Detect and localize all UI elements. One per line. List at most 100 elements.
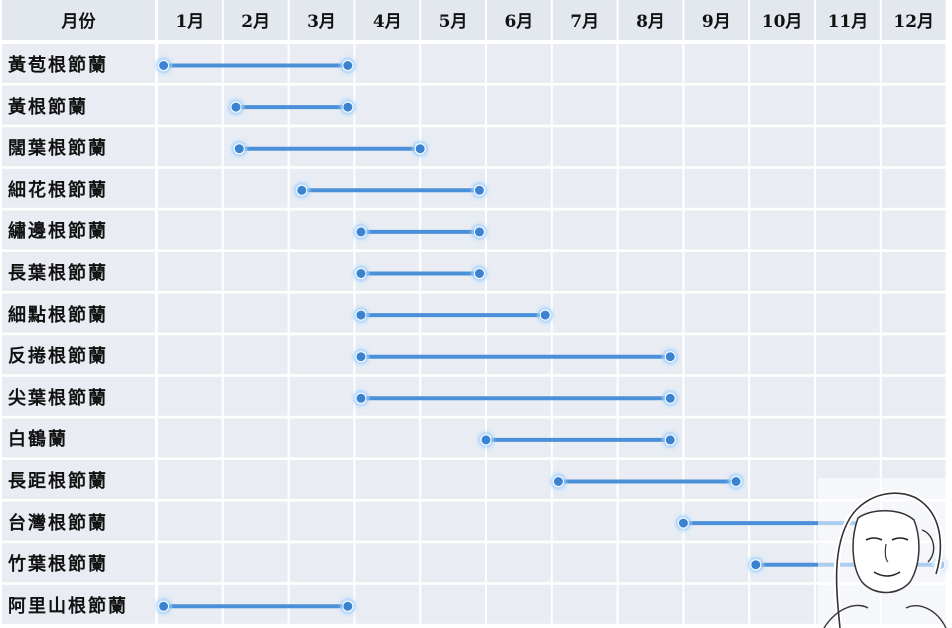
month-label: 6月 [504,11,534,32]
range-start-point [158,60,170,71]
range-start-point [355,351,367,363]
grid-cell [487,584,551,624]
grid-cell [618,584,683,624]
grid-cell [684,376,749,416]
row-label-cell [2,418,155,458]
grid-cell [750,168,814,208]
row-label-cell [2,584,155,624]
range-start-point [355,226,367,238]
grid-cell [289,252,354,291]
range-bar [293,182,488,199]
range-start-point [552,476,564,487]
grid-cell [223,252,288,291]
species-label: 竹葉根節蘭 [8,554,108,576]
range-start-point [230,101,242,113]
row-label-cell [2,376,155,416]
month-label: 3月 [307,11,336,32]
grid-cell [487,210,551,250]
species-label: 阿里山根節蘭 [8,595,128,617]
range-start-point [158,600,170,612]
month-label: 5月 [438,11,468,32]
grid-cell [750,418,814,458]
range-end-point [473,268,485,279]
grid-cell [750,376,814,416]
grid-cell [618,44,683,83]
range-bar [352,223,488,240]
range-end-point [414,143,426,155]
grid-cell [289,293,354,333]
grid-cell [158,418,222,458]
grid-cell [355,501,420,541]
grid-cell [881,210,946,250]
grid-cell [881,293,946,333]
grid-cell [750,252,814,291]
range-start-point [677,517,689,529]
grid-cell [552,127,617,167]
header-month-cell [618,0,683,40]
header-month-cell [487,0,551,40]
range-end-point [539,309,551,321]
grid-cell [816,418,880,458]
grid-cell [421,501,485,541]
range-end-point [473,226,485,238]
grid-cell [684,293,749,333]
grid-cell [881,44,946,83]
grid-cell [816,85,880,125]
range-end-point [664,351,676,363]
grid-cell [552,584,617,624]
header-month-cell [881,0,946,40]
header-month-cell [421,0,485,40]
species-label: 黃苞根節蘭 [8,55,108,76]
grid-cell [487,252,551,291]
species-label: 反捲根節蘭 [8,346,108,368]
range-end-point [342,600,354,612]
grid-cell [355,418,420,458]
month-label: 8月 [636,11,665,32]
grid-cell [223,543,288,583]
grid-cell [552,44,617,83]
grid-cell [750,293,814,333]
grid-cell [684,210,749,250]
species-label: 長葉根節蘭 [8,263,108,284]
range-bar [478,431,679,448]
range-bar [352,265,488,282]
species-label: 尖葉根節蘭 [8,387,108,409]
grid-cell [816,335,880,375]
grid-cell [158,293,222,333]
grid-cell [684,543,749,583]
grid-cell [552,210,617,250]
row-label-cell [2,335,155,375]
grid-cell [158,501,222,541]
grid-cell [750,85,814,125]
range-start-point [750,559,762,571]
header-month-cell [158,0,222,40]
grid-cell [487,543,551,583]
grid-cell [816,376,880,416]
row-label-cell [2,252,155,291]
grid-cell [421,460,485,499]
grid-cell [618,168,683,208]
grid-cell [158,460,222,499]
range-bar [550,473,745,490]
range-start-point [296,184,308,196]
range-start-point [355,392,367,404]
range-start-point [233,143,245,155]
row-label-cell [2,127,155,167]
grid-cell [289,376,354,416]
grid-cell [487,168,551,208]
range-bar [155,57,356,74]
row-label-cell [2,210,155,250]
range-end-point [664,392,676,404]
grid-cell [881,168,946,208]
grid-cell [552,501,617,541]
grid-cell [223,376,288,416]
range-bar [352,390,679,407]
grid-cell [750,584,814,624]
species-label: 長距根節蘭 [8,471,108,492]
month-label: 11月 [827,11,869,32]
grid-cell [750,44,814,83]
grid-cell [881,335,946,375]
grid-cell [684,44,749,83]
grid-cell [881,418,946,458]
